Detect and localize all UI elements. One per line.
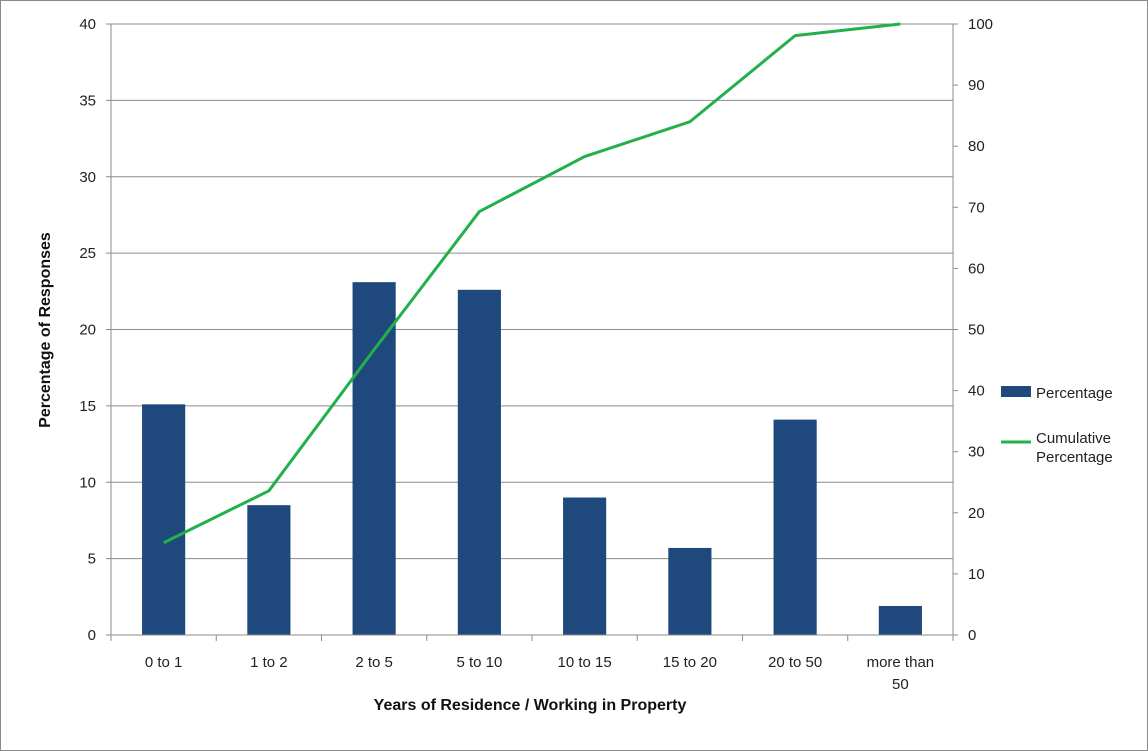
y2-tick-label: 40: [968, 383, 985, 400]
y-tick-label: 20: [79, 322, 96, 339]
grid: [111, 23, 953, 560]
x-tick-label: 0 to 1: [145, 654, 183, 671]
bar: [457, 289, 501, 635]
y-tick-label: 10: [79, 474, 96, 491]
x-axis-title: Years of Residence / Working in Property: [374, 697, 687, 714]
x-tick-label: 20 to 50: [768, 654, 822, 671]
bar: [142, 404, 186, 635]
y-tick-label: 40: [79, 16, 96, 33]
bars: [142, 282, 922, 635]
y2-tick-label: 90: [968, 77, 985, 94]
x-tick-label: 10 to 15: [558, 654, 612, 671]
y-tick-label: 0: [88, 627, 96, 644]
y2-tick-label: 60: [968, 260, 985, 277]
axes: [106, 23, 958, 641]
x-tick-label: more than 50: [867, 654, 935, 693]
x-tick-label: 5 to 10: [456, 654, 502, 671]
y-tick-label: 25: [79, 245, 96, 262]
x-tick-label: 2 to 5: [355, 654, 393, 671]
bar: [878, 605, 922, 635]
x-tick-label: 15 to 20: [663, 654, 717, 671]
legend-label-cumulative: Cumulative Percentage: [1036, 430, 1113, 466]
legend: Percentage Cumulative Percentage: [1001, 385, 1113, 466]
y2-tick-label: 80: [968, 138, 985, 155]
legend-swatch-percentage: [1001, 386, 1031, 397]
y-tick-label: 35: [79, 92, 96, 109]
y2-tick-label: 30: [968, 444, 985, 461]
bar: [352, 282, 396, 635]
bar: [668, 547, 712, 635]
y-tick-label: 5: [88, 551, 96, 568]
y2-tick-label: 10: [968, 566, 985, 583]
bar: [247, 505, 291, 635]
bar: [773, 419, 817, 635]
y-tick-label: 15: [79, 398, 96, 415]
legend-label-percentage: Percentage: [1036, 385, 1113, 402]
y2-tick-labels: 0 10 20 30 40 50 60 70 80 90 100: [968, 16, 993, 644]
y2-tick-label: 50: [968, 322, 985, 339]
cumulative-line: [162, 22, 901, 545]
y2-tick-label: 0: [968, 627, 976, 644]
y2-tick-label: 100: [968, 16, 993, 33]
bar: [563, 497, 607, 635]
cumulative-line-layer: [162, 22, 901, 545]
y-tick-label: 30: [79, 169, 96, 186]
y2-tick-label: 70: [968, 199, 985, 216]
x-tick-labels: 0 to 1 1 to 2 2 to 5 5 to 10 10 to 15 15 to 2…: [145, 654, 934, 693]
y-tick-labels: 0 5 10 15 20 25 30 35 40: [79, 16, 96, 644]
x-tick-label: 1 to 2: [250, 654, 288, 671]
y2-tick-label: 20: [968, 505, 985, 522]
y-axis-title: Percentage of Responses: [37, 232, 54, 428]
